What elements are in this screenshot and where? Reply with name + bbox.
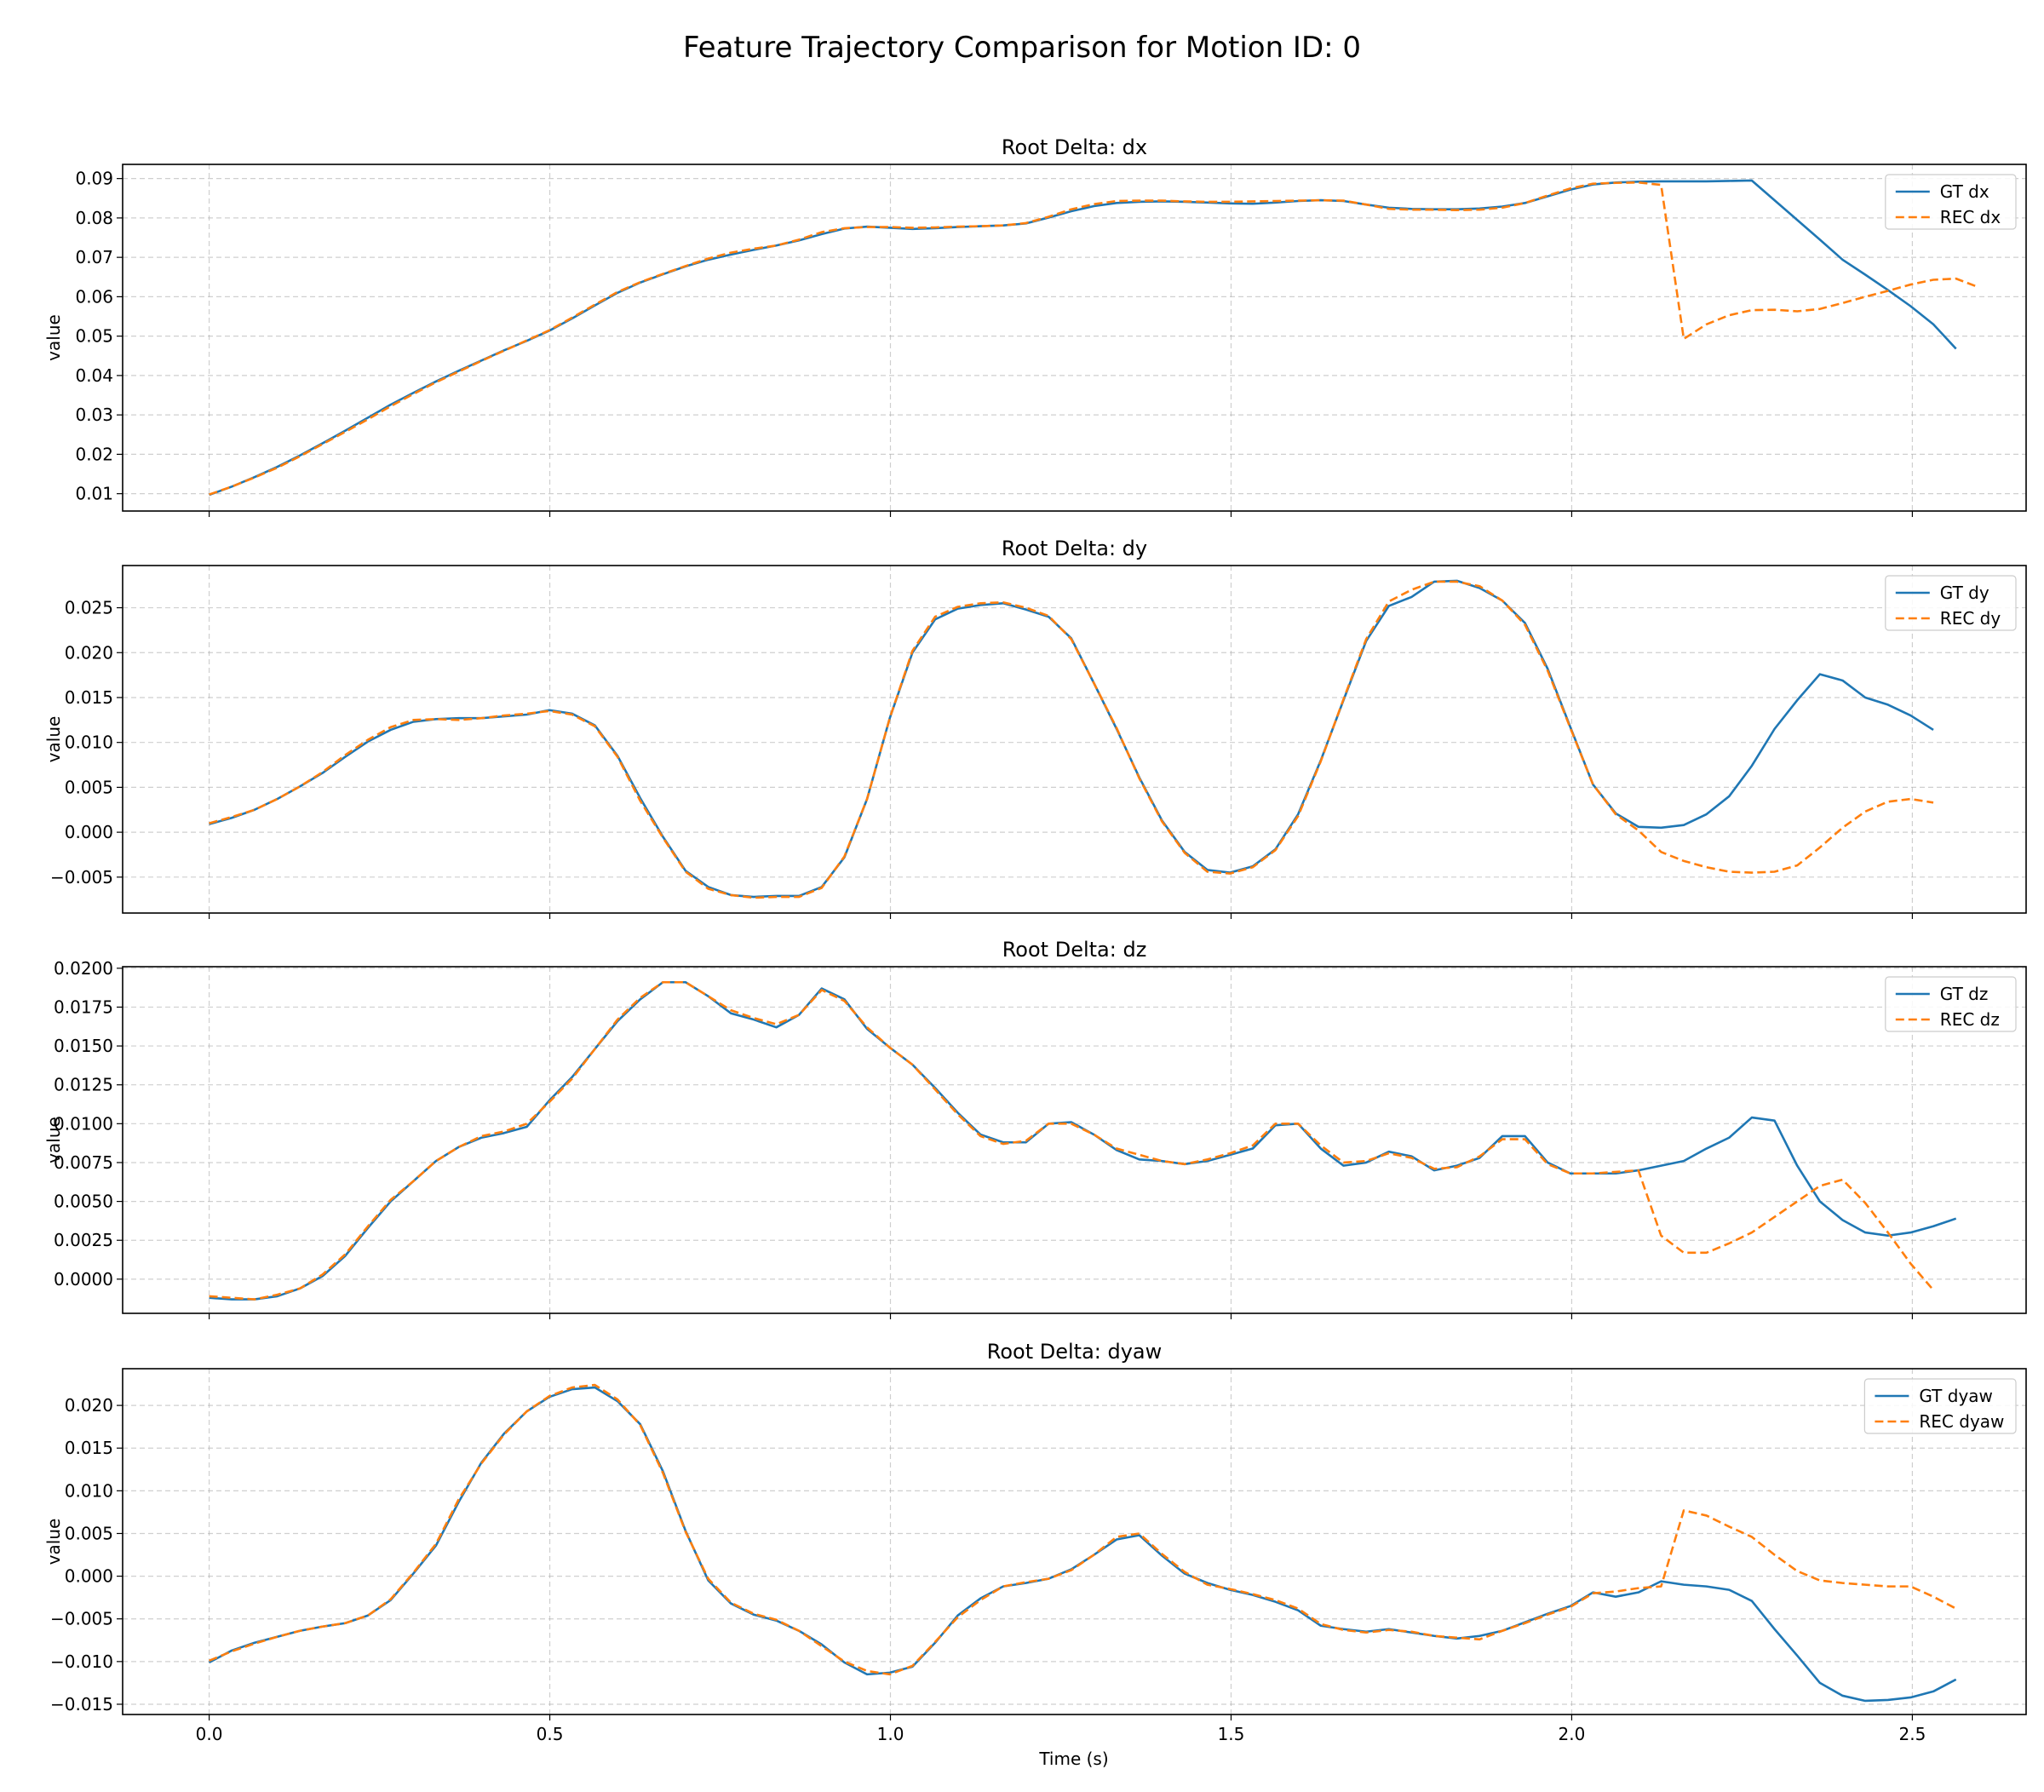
y-tick-label: 0.0000 [54, 1269, 113, 1289]
legend-box [1885, 174, 2017, 230]
subplot-title: Root Delta: dx [1002, 135, 1147, 159]
y-tick-label: 0.000 [65, 822, 113, 842]
x-tick-label: 1.5 [1218, 1724, 1245, 1744]
legend-entry: GT dyaw [1919, 1386, 1993, 1406]
subplot-panels: Root Delta: dx 0.01 0.02 0.03 0.04 0.05 0.06 0.… [43, 135, 2027, 1744]
y-tick-label: −0.005 [50, 1609, 113, 1629]
legend: GT dyaw REC dyaw [1863, 1378, 2017, 1434]
y-tick-label: 0.005 [65, 1523, 113, 1543]
legend-entry: REC dx [1940, 207, 2001, 227]
y-tick-label: 0.000 [65, 1566, 113, 1587]
legend-entry: REC dz [1940, 1009, 2000, 1030]
legend-box [1863, 1378, 2017, 1434]
x-tick-label: 1.0 [877, 1724, 904, 1744]
y-tick-label: 0.020 [65, 1395, 113, 1416]
y-axis-label: value [43, 314, 64, 361]
y-tick-label: 0.020 [65, 642, 113, 663]
y-tick-label: 0.0025 [54, 1230, 113, 1250]
figure-title: Feature Trajectory Comparison for Motion… [683, 31, 1361, 65]
legend-entry: GT dx [1940, 181, 1989, 202]
plot-area [209, 579, 1934, 899]
legend-box [1885, 575, 2017, 631]
y-tick-label: 0.005 [65, 777, 113, 797]
x-tick-label: 0.0 [196, 1724, 223, 1744]
y-axis-label: value [43, 1519, 64, 1565]
plot-area [209, 179, 1979, 497]
axes-frame [122, 164, 2027, 512]
rec-series-line [209, 1383, 1957, 1676]
y-tick-label: 0.010 [65, 1480, 113, 1501]
y-tick-label: 0.05 [75, 326, 113, 347]
y-tick-label: 0.0050 [54, 1192, 113, 1212]
subplot-3: Root Delta: dz 0.0000 0.0025 0.0050 0.0075 0.… [43, 938, 2027, 1319]
gt-series-line [208, 1386, 1957, 1703]
legend-entry: GT dz [1940, 984, 1989, 1004]
y-tick-label: 0.0125 [54, 1075, 113, 1095]
y-tick-label: 0.0150 [54, 1036, 113, 1056]
y-tick-label: 0.0175 [54, 997, 113, 1017]
y-tick-label: 0.015 [65, 687, 113, 708]
plot-area [209, 980, 1957, 1301]
subplot-2: Root Delta: dy −0.005 0.000 0.005 0.010 0.015… [43, 537, 2027, 919]
legend-entry: REC dyaw [1919, 1411, 2004, 1432]
subplot-title: Root Delta: dyaw [987, 1340, 1163, 1364]
y-axis-label: value [43, 1117, 64, 1163]
y-tick-label: 0.025 [65, 598, 113, 618]
y-tick-label: 0.04 [75, 365, 113, 386]
y-tick-label: 0.015 [65, 1438, 113, 1458]
axes-frame [122, 565, 2027, 914]
y-tick-label: 0.09 [75, 169, 113, 189]
axes-frame [122, 966, 2027, 1314]
subplot-1: Root Delta: dx 0.01 0.02 0.03 0.04 0.05 0.06 0.… [43, 135, 2027, 517]
gt-series-line [209, 579, 1934, 899]
gt-series-line [209, 980, 1957, 1301]
y-tick-label: −0.010 [50, 1651, 113, 1672]
x-axis-label: Time (s) [1038, 1749, 1108, 1769]
y-tick-label: 0.0100 [54, 1113, 113, 1134]
rec-series-line [209, 580, 1934, 899]
subplot-title: Root Delta: dz [1002, 938, 1147, 962]
y-tick-label: 0.010 [65, 732, 113, 753]
rec-series-line [209, 980, 1935, 1301]
subplot-4: Root Delta: dyaw 0.0 0.5 1.0 1.5 2.0 2.5 −0.015… [43, 1340, 2027, 1744]
plot-area [208, 1383, 1957, 1703]
y-tick-label: 0.03 [75, 405, 113, 425]
y-tick-label: 0.06 [75, 286, 113, 307]
y-tick-label: 0.02 [75, 444, 113, 464]
legend: GT dz REC dz [1885, 976, 2017, 1032]
subplot-title: Root Delta: dy [1002, 537, 1147, 560]
gt-series-line [209, 179, 1957, 497]
rec-series-line [209, 181, 1979, 496]
legend: GT dy REC dy [1885, 575, 2017, 631]
y-tick-label: 0.01 [75, 484, 113, 504]
axes-frame [122, 1368, 2027, 1715]
y-tick-label: 0.0075 [54, 1152, 113, 1173]
x-tick-label: 2.0 [1559, 1724, 1586, 1744]
legend-entry: GT dy [1940, 583, 1989, 603]
y-tick-label: −0.015 [50, 1694, 113, 1714]
legend: GT dx REC dx [1885, 174, 2017, 230]
y-axis-label: value [43, 716, 64, 763]
x-tick-label: 0.5 [537, 1724, 564, 1744]
y-tick-label: −0.005 [50, 867, 113, 887]
y-tick-label: 0.07 [75, 247, 113, 267]
legend-entry: REC dy [1940, 608, 2001, 629]
legend-box [1885, 976, 2017, 1032]
y-tick-label: 0.08 [75, 208, 113, 228]
y-tick-label: 0.0200 [54, 958, 113, 979]
x-tick-label: 2.5 [1899, 1724, 1926, 1744]
